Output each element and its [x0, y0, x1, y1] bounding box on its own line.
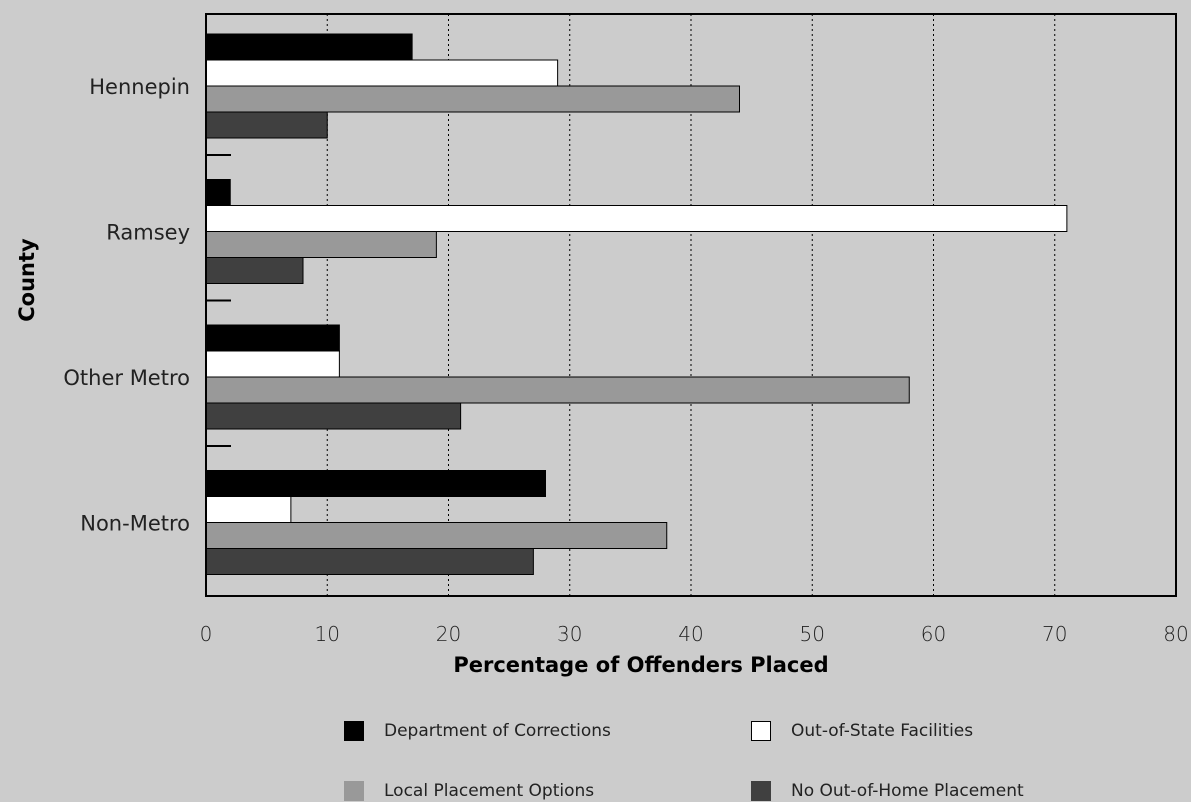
- bar: [205, 179, 231, 206]
- bar: [205, 85, 740, 113]
- bar-chart: 0 10 20 30 40 50 60 70 80 Hennepin Ramsey Other Me…: [15, 13, 1189, 677]
- bar: [205, 496, 292, 523]
- x-tick-label: 60: [921, 622, 946, 646]
- x-tick-label: 10: [315, 622, 340, 646]
- category-label: Non-Metro: [80, 512, 190, 536]
- bar: [205, 231, 437, 258]
- bar: [205, 350, 340, 378]
- y-axis-categories: Hennepin Ramsey Other Metro Non-Metro: [63, 75, 190, 536]
- legend-swatch-local: [344, 781, 364, 801]
- legend-item-doc: Department of Corrections: [344, 720, 611, 742]
- bar: [205, 257, 304, 284]
- x-tick-label: 50: [800, 622, 825, 646]
- legend-label-out-of-state: Out-of-State Facilities: [791, 721, 974, 741]
- x-tick-label: 0: [200, 622, 213, 646]
- legend-label-no-placement: No Out-of-Home Placement: [791, 781, 1024, 801]
- x-tick-label: 80: [1163, 622, 1188, 646]
- category-label: Other Metro: [63, 366, 190, 390]
- x-tick-label: 40: [678, 622, 703, 646]
- bar: [205, 376, 910, 404]
- category-label: Hennepin: [89, 75, 190, 99]
- bars: [205, 33, 1068, 575]
- legend-item-local: Local Placement Options: [344, 780, 594, 802]
- bar: [205, 324, 340, 352]
- legend-item-out-of-state: Out-of-State Facilities: [751, 720, 973, 742]
- x-tick-label: 20: [436, 622, 461, 646]
- legend-item-no-placement: No Out-of-Home Placement: [751, 780, 1024, 802]
- legend-swatch-out-of-state: [751, 721, 771, 741]
- legend-swatch-doc: [344, 721, 364, 741]
- bar: [205, 402, 462, 430]
- x-axis-ticks: 0 10 20 30 40 50 60 70 80: [200, 622, 1189, 646]
- bar: [205, 59, 559, 87]
- plot-frame: [205, 13, 1177, 597]
- bar: [205, 33, 413, 61]
- category-label: Ramsey: [106, 221, 190, 245]
- x-tick-label: 70: [1042, 622, 1067, 646]
- legend-label-local: Local Placement Options: [384, 781, 595, 801]
- category-separators: [206, 154, 231, 447]
- bar: [205, 548, 534, 575]
- bar: [205, 522, 668, 549]
- bar: [205, 111, 328, 139]
- legend: Department of Corrections Out-of-State F…: [0, 700, 1191, 801]
- y-axis-title: County: [15, 238, 39, 322]
- x-tick-label: 30: [557, 622, 582, 646]
- bar: [205, 470, 546, 497]
- x-axis-title: Percentage of Offenders Placed: [453, 653, 828, 677]
- legend-label-doc: Department of Corrections: [384, 721, 611, 741]
- legend-swatch-no-placement: [751, 781, 771, 801]
- bar: [205, 205, 1068, 232]
